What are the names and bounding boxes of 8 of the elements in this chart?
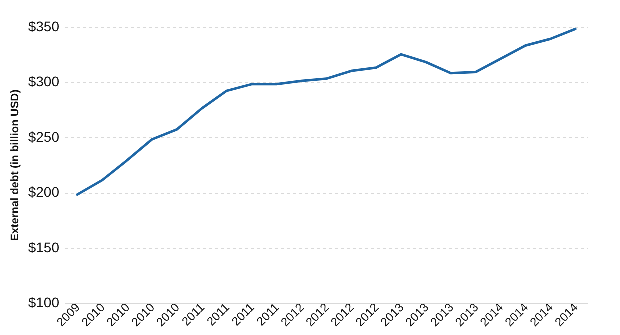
- y-tick-label: $250: [28, 128, 60, 145]
- y-tick-label: $350: [28, 18, 60, 34]
- y-axis-title: External debt (in billion USD): [9, 89, 22, 242]
- y-tick-label: $200: [28, 184, 60, 200]
- y-tick-label: $150: [28, 239, 60, 256]
- y-tick-label: $100: [28, 294, 60, 310]
- line-series: [76, 28, 577, 196]
- y-tick-label: $300: [28, 74, 60, 90]
